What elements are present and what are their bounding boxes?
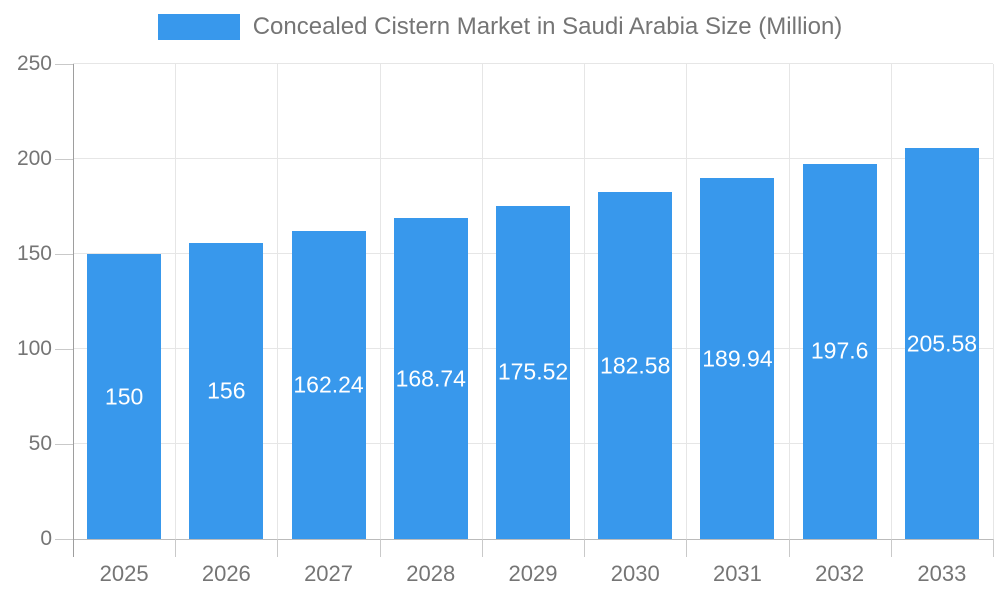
bar-value-label: 189.94 xyxy=(702,345,773,372)
y-axis-tick xyxy=(55,444,73,445)
x-tick-label: 2025 xyxy=(99,561,149,586)
x-axis-tick xyxy=(379,539,381,557)
x-axis-tick xyxy=(481,539,483,557)
gridline-horizontal xyxy=(73,63,993,64)
y-axis-tick xyxy=(55,349,73,350)
y-axis-tick xyxy=(55,539,73,540)
y-tick-label: 250 xyxy=(16,52,52,75)
x-axis-tick xyxy=(584,539,586,557)
x-axis-tick xyxy=(277,539,279,557)
bar xyxy=(87,254,162,539)
chart-legend[interactable]: Concealed Cistern Market in Saudi Arabia… xyxy=(0,14,1000,40)
bar-value-label: 150 xyxy=(104,383,144,409)
y-axis-tick xyxy=(55,254,73,255)
bar-value-label: 156 xyxy=(207,377,246,404)
gridline-vertical xyxy=(993,64,994,539)
gridline-vertical xyxy=(788,64,790,539)
gridline-vertical xyxy=(481,64,483,539)
x-tick-label: 2030 xyxy=(610,561,660,586)
gridline-vertical xyxy=(686,64,688,539)
x-tick-label: 2029 xyxy=(508,561,558,586)
x-axis-tick xyxy=(890,539,892,557)
y-axis-tick xyxy=(55,64,73,65)
x-tick-label: 2031 xyxy=(712,561,762,586)
x-axis-tick xyxy=(686,539,688,557)
gridline-vertical xyxy=(584,64,586,539)
x-axis-tick xyxy=(993,539,994,557)
gridline-horizontal xyxy=(73,158,993,159)
bar-value-label: 175.52 xyxy=(497,358,569,385)
legend-label[interactable]: Concealed Cistern Market in Saudi Arabia… xyxy=(252,13,843,40)
bar-value-label: 197.6 xyxy=(810,337,869,364)
bar xyxy=(291,230,366,539)
x-tick-label: 2028 xyxy=(406,561,456,586)
bar-value-label: 162.24 xyxy=(293,371,364,398)
bar-value-label: 168.74 xyxy=(395,365,466,392)
x-tick-label: 2026 xyxy=(201,561,251,586)
bar xyxy=(700,178,775,539)
x-axis-tick xyxy=(788,539,790,557)
y-tick-label: 200 xyxy=(16,147,52,170)
bar xyxy=(393,218,468,539)
x-axis-tick xyxy=(175,539,177,557)
legend-swatch[interactable] xyxy=(157,14,240,40)
x-tick-label: 2033 xyxy=(917,561,967,586)
x-axis-baseline xyxy=(73,539,993,540)
gridline-vertical xyxy=(890,64,892,539)
x-tick-label: 2027 xyxy=(304,561,354,586)
y-tick-label: 100 xyxy=(16,337,52,360)
x-tick-label: 2032 xyxy=(815,561,865,586)
y-axis-line xyxy=(73,64,74,557)
bar xyxy=(189,242,264,539)
y-tick-label: 50 xyxy=(28,432,52,455)
gridline-vertical xyxy=(277,64,279,539)
gridline-vertical xyxy=(175,64,177,539)
y-tick-label: 150 xyxy=(16,242,52,265)
bar xyxy=(598,192,673,539)
bar xyxy=(904,148,979,539)
bar xyxy=(802,163,877,539)
y-axis-tick xyxy=(55,159,73,160)
bar-value-label: 182.58 xyxy=(600,352,671,379)
plot-area: 150 156 162.24 168.74 175.52 182.58 189.94 197.… xyxy=(73,63,994,540)
bar xyxy=(496,205,570,539)
gridline-vertical xyxy=(379,64,381,539)
bar-value-label: 205.58 xyxy=(906,330,978,357)
y-tick-label: 0 xyxy=(40,527,52,550)
